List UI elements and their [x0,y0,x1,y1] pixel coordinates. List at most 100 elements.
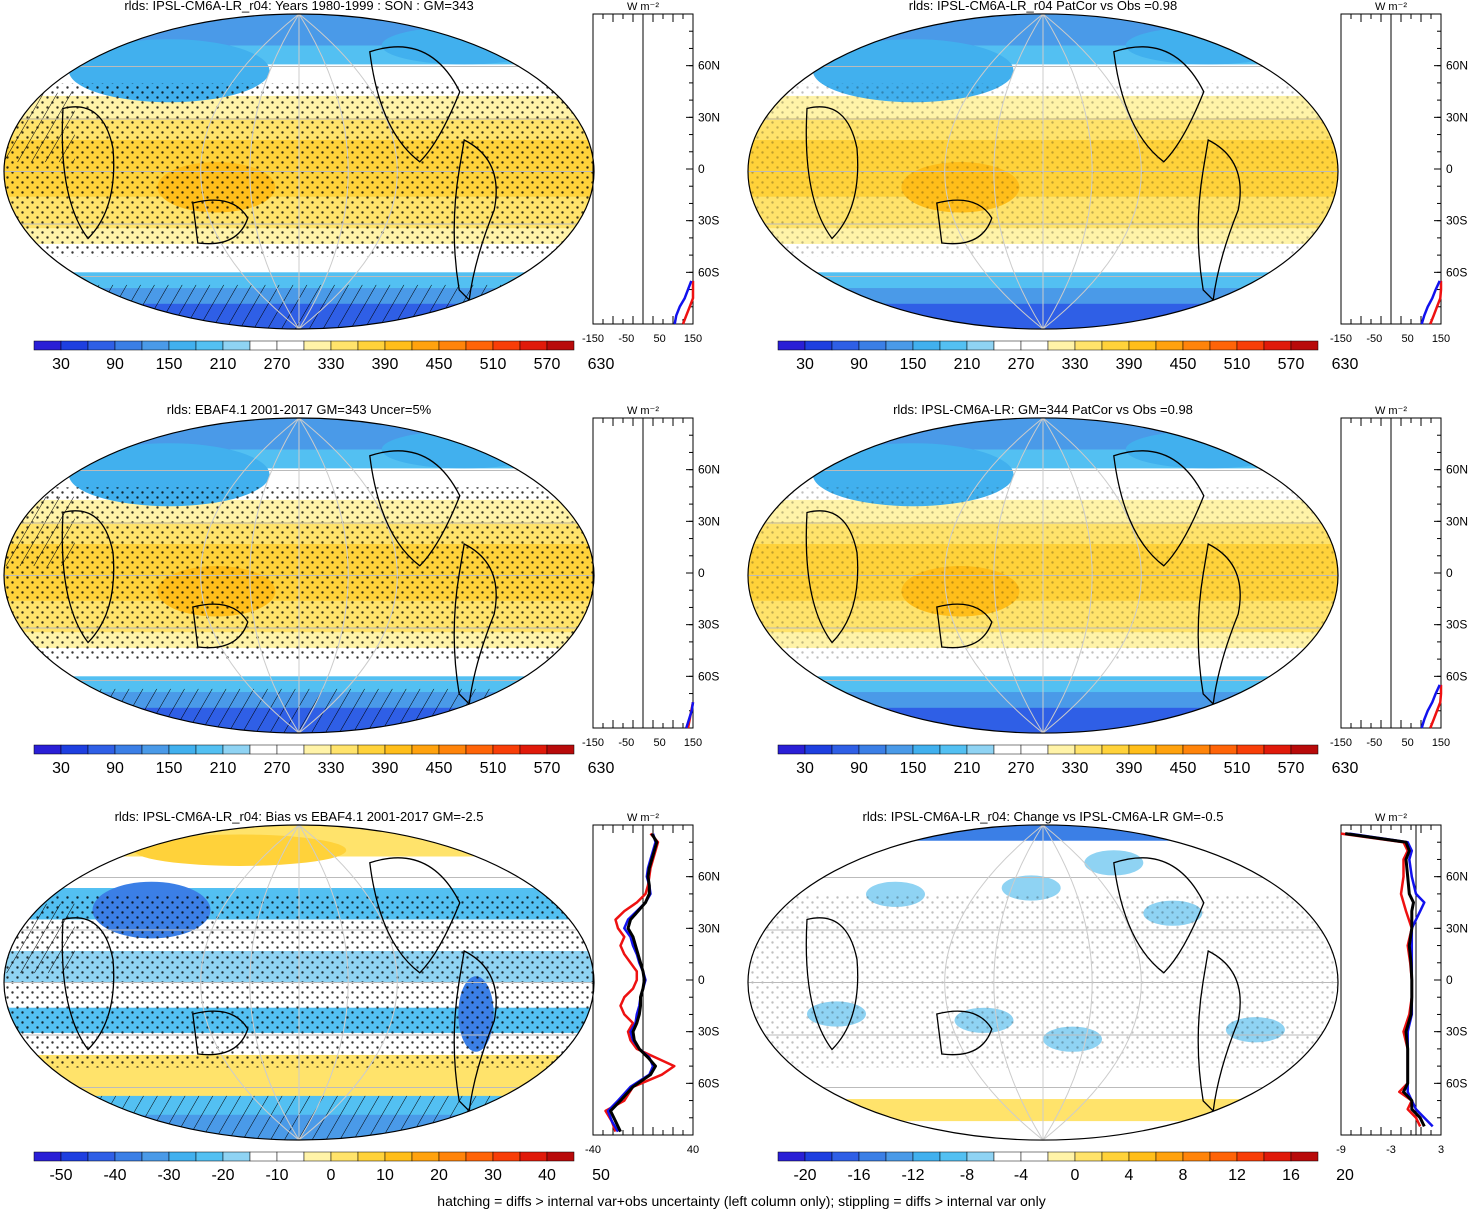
coastline [936,603,993,649]
colorbar-swatch [546,340,575,351]
colorbar-swatch [195,744,224,755]
coastline [805,917,859,1051]
latitude-label: 60N [698,59,720,73]
colorbar-swatch [912,340,941,351]
coastline [192,1010,249,1056]
colorbar-label: -40 [103,1167,126,1184]
latitude-label: 0 [1446,973,1453,987]
colorbar-swatch [1047,340,1076,351]
panel-2: rlds: IPSL-CM6A-LR_r04 PatCor vs Obs =0.… [747,0,1468,373]
colorbar-swatch [1290,744,1319,755]
latitude-label: 30S [1446,1025,1467,1039]
latitude-label: 0 [698,162,705,176]
colorbar-swatch [1128,340,1157,351]
profile-xtick-label: 150 [1432,737,1450,749]
footer-caption: hatching = diffs > internal var+obs unce… [437,1193,1046,1209]
colorbar-swatch [438,340,467,351]
colorbar-swatch [249,340,278,351]
graticule-line [993,417,1044,734]
colorbar-label: 210 [210,356,237,373]
colorbar-swatch [993,1151,1022,1162]
colorbar-label: 390 [1116,760,1143,777]
map-field [748,13,1338,330]
colorbar-label: -50 [49,1167,72,1184]
colorbar-label: 90 [106,760,124,777]
graticule-line [1042,824,1142,1141]
colorbar-swatch [939,744,968,755]
panel-title: rlds: IPSL-CM6A-LR: GM=344 PatCor vs Obs… [893,402,1193,417]
map-field [4,13,594,329]
colorbar-swatch [966,744,995,755]
colorbar-label: 330 [1062,760,1089,777]
colorbar-label: 450 [426,760,453,777]
map-field [4,825,594,1140]
colorbar-swatch [249,1151,278,1162]
latitude-label: 30N [698,514,720,528]
latitude-label: 0 [1446,162,1453,176]
profile-xtick-label: -50 [618,737,634,749]
map-border [3,824,595,1141]
colorbar-label: 90 [850,356,868,373]
profile-series-line [604,832,676,1133]
colorbar-swatch [1263,1151,1292,1162]
colorbar-label: 570 [534,356,561,373]
profile-frame [1340,824,1442,1136]
colorbar-swatch [384,744,413,755]
panel-4: rlds: IPSL-CM6A-LR: GM=344 PatCor vs Obs… [747,402,1468,777]
colorbar-swatch [60,340,89,351]
coastline [61,917,115,1051]
graticule-line [298,13,349,329]
colorbar-swatch [33,1151,62,1162]
units-label: W m⁻² [627,812,659,824]
colorbar-swatch [465,340,494,351]
colorbar-swatch [195,1151,224,1162]
map-border [747,417,1339,734]
colorbar-swatch [885,744,914,755]
colorbar-swatch [1101,744,1130,755]
colorbar-swatch [1047,744,1076,755]
colorbar-swatch [966,1151,995,1162]
panel-title: rlds: IPSL-CM6A-LR_r04: Years 1980-1999 … [124,0,473,13]
colorbar-label: -12 [901,1167,924,1184]
colorbar-swatch [993,744,1022,755]
profile-series-line [685,702,695,729]
profile-xtick-label: -150 [582,333,604,345]
colorbar-label: 330 [318,760,345,777]
colorbar-label: 30 [796,356,814,373]
colorbar-swatch [1209,340,1238,351]
colorbar-swatch [831,744,860,755]
colorbar-label: -10 [265,1167,288,1184]
colorbar-label: 20 [1336,1167,1354,1184]
units-label: W m⁻² [627,405,659,417]
colorbar-label: -20 [211,1167,234,1184]
colorbar-label: 390 [372,760,399,777]
colorbar-label: 270 [264,356,291,373]
coastline [61,106,115,240]
colorbar-label: 510 [1224,356,1251,373]
colorbar-swatch [1074,1151,1103,1162]
colorbar-label: 450 [1170,760,1197,777]
map-border [3,417,595,734]
colorbar-swatch [492,340,521,351]
colorbar-swatch [438,1151,467,1162]
colorbar-swatch [1290,340,1319,351]
coastline [1113,857,1205,974]
colorbar-label: 0 [327,1167,336,1184]
colorbar-swatch [1101,340,1130,351]
profile-xtick-label: 150 [684,737,702,749]
colorbar-swatch [330,744,359,755]
colorbar-label: 0 [1071,1167,1080,1184]
colorbar-label: 510 [480,356,507,373]
colorbar-label: -16 [847,1167,870,1184]
graticule-line [993,13,1044,330]
colorbar-swatch [141,340,170,351]
latitude-label: 60N [698,870,720,884]
colorbar-label: 10 [376,1167,394,1184]
coastline [369,46,461,163]
coastline [453,139,497,302]
profile-xtick-label: 50 [654,333,666,345]
latitude-label: 0 [698,566,705,580]
latitude-label: 60S [1446,265,1467,279]
colorbar-swatch [357,340,386,351]
